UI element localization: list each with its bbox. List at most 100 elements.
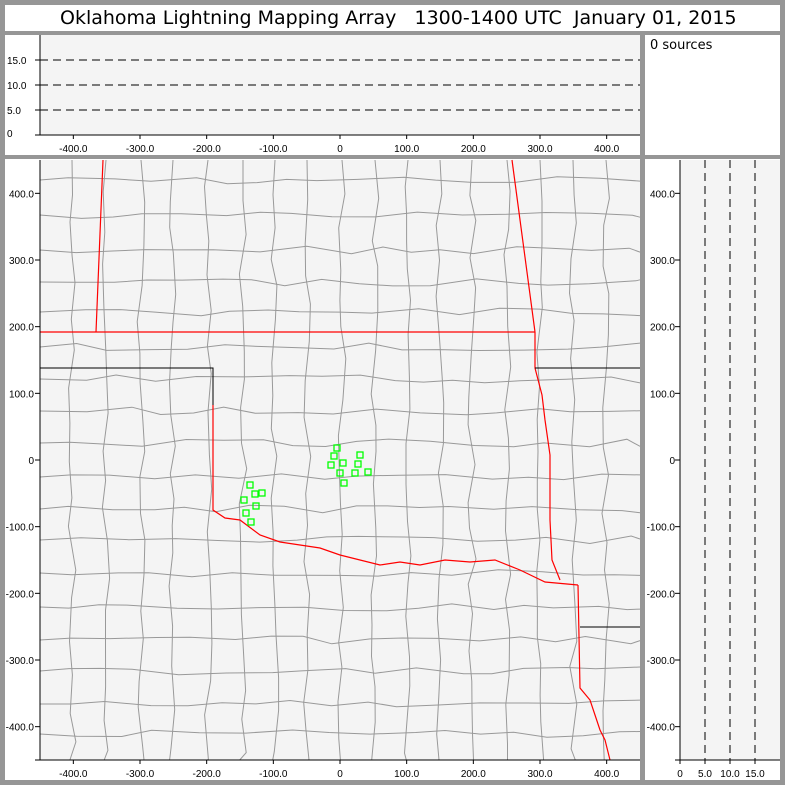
x-tick-label: 300.0 — [527, 144, 552, 155]
x-tick-label: 200.0 — [461, 769, 486, 780]
county-line — [601, 159, 610, 761]
source-points — [240, 444, 372, 526]
title-name: Oklahoma Lightning Mapping Array — [60, 7, 397, 29]
x-tick-label: 10.0 — [720, 769, 740, 780]
x-tick-label: -100.0 — [259, 769, 288, 780]
source-marker — [258, 489, 266, 497]
county-line — [39, 406, 641, 416]
x-tick-label: 5.0 — [698, 769, 712, 780]
county-line — [403, 159, 412, 761]
source-marker — [364, 468, 372, 476]
x-tick-label: 0 — [337, 769, 343, 780]
y-tick-label: -200.0 — [647, 589, 676, 600]
source-marker — [240, 496, 248, 504]
y-tick-label: 400.0 — [9, 189, 34, 200]
x-tick-label: 0 — [337, 144, 343, 155]
x-tick-label: -200.0 — [192, 769, 221, 780]
source-marker — [354, 460, 362, 468]
county-line — [39, 666, 641, 676]
title-date: January 01, 2015 — [573, 7, 737, 29]
sources-count: 0 sources — [650, 38, 713, 53]
county-line — [39, 307, 641, 317]
y-tick-label: 15.0 — [7, 56, 27, 67]
x-tick-label: 15.0 — [745, 769, 765, 780]
county-line — [40, 699, 641, 708]
state-border — [577, 584, 611, 761]
source-marker — [339, 459, 347, 467]
y-tick-label: 5.0 — [7, 106, 21, 117]
x-tick-label: 400.0 — [594, 769, 619, 780]
state-border — [534, 332, 561, 581]
state-border — [40, 367, 214, 405]
map-axes: 400.0 300.0 200.0 100.0 0 -100.0 -200.0 -300.0 -… — [6, 160, 640, 780]
county-line — [203, 159, 213, 761]
state-border — [212, 405, 579, 586]
x-tick-label: 100.0 — [394, 144, 419, 155]
county-line — [503, 159, 512, 760]
sources-panel: 0 sources — [645, 35, 780, 155]
title-text: Oklahoma Lightning Mapping Array 1300-14… — [60, 5, 737, 31]
county-line — [39, 176, 641, 185]
county-line — [39, 635, 641, 645]
x-tick-label: 0 — [677, 769, 683, 780]
y-tick-label: -300.0 — [6, 656, 35, 667]
county-line — [39, 473, 641, 481]
county-line — [67, 159, 77, 761]
x-tick-label: 400.0 — [594, 144, 619, 155]
county-line — [238, 160, 248, 761]
x-tick-label: -300.0 — [126, 144, 155, 155]
top-panel-axes: 0 5.0 10.0 15.0 -400.0 -300.0 -200.0 -100.0 0 100… — [7, 35, 640, 155]
county-line — [39, 603, 641, 612]
source-marker — [351, 469, 359, 477]
x-tick-label: 200.0 — [461, 144, 486, 155]
county-line — [568, 159, 578, 761]
y-tick-label: 0 — [669, 456, 675, 467]
source-marker — [252, 502, 260, 510]
y-tick-label: 300.0 — [650, 256, 675, 267]
side-panel-axes: 0 5.0 10.0 15.0 400.0 300.0 200.0 100.0 0 -100.0 -… — [647, 160, 780, 780]
source-marker — [340, 479, 348, 487]
y-tick-label: -300.0 — [647, 656, 676, 667]
x-tick-label: -300.0 — [126, 769, 155, 780]
source-marker — [242, 509, 250, 517]
y-tick-label: -400.0 — [647, 723, 676, 734]
county-line — [136, 159, 146, 761]
county-line — [39, 342, 641, 352]
source-marker — [251, 490, 259, 498]
county-line — [168, 159, 177, 761]
y-tick-label: -200.0 — [6, 589, 35, 600]
county-line — [39, 535, 641, 545]
county-line — [39, 569, 641, 578]
y-tick-label: 200.0 — [9, 323, 34, 334]
county-line — [39, 374, 641, 384]
y-tick-label: 300.0 — [9, 256, 34, 267]
y-tick-label: 100.0 — [9, 389, 34, 400]
state-lines — [40, 159, 640, 761]
x-tick-label: -200.0 — [192, 144, 221, 155]
state-border — [511, 159, 536, 333]
county-line — [39, 438, 641, 448]
title-time: 1300-1400 UTC — [414, 7, 562, 29]
county-line — [536, 159, 545, 761]
source-marker — [356, 451, 364, 459]
county-lines — [39, 159, 641, 761]
source-marker — [333, 444, 341, 452]
y-tick-label: 10.0 — [7, 81, 27, 92]
y-tick-label: 0 — [28, 456, 34, 467]
y-tick-label: -100.0 — [647, 523, 676, 534]
source-marker — [246, 481, 254, 489]
source-marker — [330, 452, 338, 460]
y-tick-label: 400.0 — [650, 189, 675, 200]
x-tick-label: -400.0 — [59, 769, 88, 780]
source-marker — [327, 461, 335, 469]
county-line — [270, 159, 280, 761]
title-bar: Oklahoma Lightning Mapping Array 1300-14… — [5, 5, 780, 31]
source-marker — [247, 518, 255, 526]
x-tick-label: 300.0 — [527, 769, 552, 780]
county-line — [39, 504, 641, 514]
x-tick-label: 100.0 — [394, 769, 419, 780]
y-tick-label: -400.0 — [6, 723, 35, 734]
county-line — [370, 159, 380, 761]
source-marker — [336, 469, 344, 477]
